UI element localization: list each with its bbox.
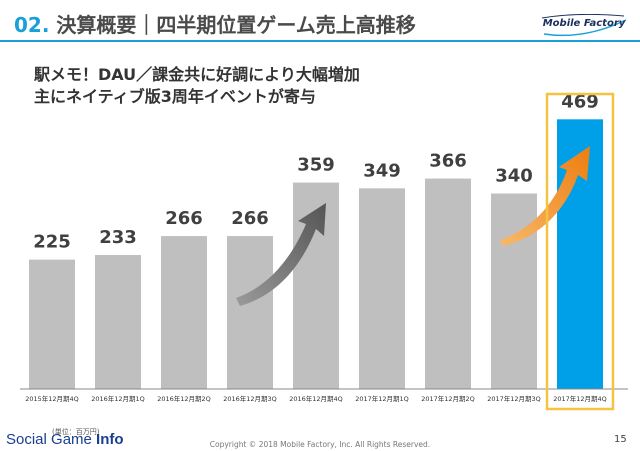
category-label-8: 2017年12月期3Q: [487, 394, 541, 403]
brand-regular: Social Game: [6, 431, 97, 448]
bar-group: [29, 119, 603, 389]
unit-note: (単位：百万円): [52, 428, 100, 436]
value-label-7: 366: [429, 151, 467, 172]
bar-3: [161, 236, 207, 389]
logo-text: Mobile Factory: [542, 18, 626, 29]
category-label-4: 2016年12月期3Q: [223, 394, 277, 403]
bar-7: [425, 178, 471, 389]
value-label-3: 266: [165, 208, 203, 229]
category-label-7: 2017年12月期2Q: [421, 394, 475, 403]
orange-growth-arrow-icon: [500, 146, 590, 246]
highlight-frame: [545, 92, 615, 411]
value-label-5: 359: [297, 155, 335, 176]
category-label-9: 2017年12月期4Q: [553, 394, 607, 403]
brand-bold: Info: [96, 431, 124, 448]
page-number: 15: [614, 434, 627, 445]
bar-6: [359, 188, 405, 389]
slide-title-text: 決算概要｜四半期位置ゲーム売上高推移: [56, 13, 416, 37]
value-label-6: 349: [363, 160, 401, 181]
value-label-2: 233: [99, 227, 137, 248]
logo-swoosh-icon: [541, 14, 627, 37]
section-number: 02.: [14, 13, 50, 37]
bar-4: [227, 236, 273, 389]
subtitle-line-1: 駅メモ！DAU／課金共に好調により大幅増加: [34, 65, 360, 84]
category-label-5: 2016年12月期4Q: [289, 394, 343, 403]
subtitle-line-2: 主にネイティブ版3周年イベントが寄与: [34, 87, 316, 106]
category-label-1: 2015年12月期4Q: [25, 394, 79, 403]
slide-title: 02. 決算概要｜四半期位置ゲーム売上高推移: [14, 9, 416, 38]
bar-2: [95, 255, 141, 389]
value-label-group: 225 233 266 266 359 349 366 340 469: [33, 91, 599, 252]
category-label-6: 2017年12月期1Q: [355, 394, 409, 403]
value-label-1: 225: [33, 232, 71, 253]
watermark-brand: Social Game Info: [6, 431, 124, 448]
category-label-2: 2016年12月期1Q: [91, 394, 145, 403]
slide-subtitle: 駅メモ！DAU／課金共に好調により大幅増加 主にネイティブ版3周年イベントが寄与: [34, 64, 360, 108]
category-label-3: 2016年12月期2Q: [157, 394, 211, 403]
value-label-4: 266: [231, 208, 269, 229]
company-logo: Mobile Factory: [538, 14, 630, 38]
gray-growth-arrow-icon: [236, 203, 326, 306]
value-label-8: 340: [495, 166, 533, 187]
slide-header: 02. 決算概要｜四半期位置ゲーム売上高推移 Mobile Factory: [0, 0, 640, 44]
value-label-9: 469: [561, 91, 599, 112]
copyright-text: Copyright © 2018 Mobile Factory, Inc. Al…: [209, 440, 431, 449]
bar-1: [29, 259, 75, 389]
header-divider: [0, 40, 640, 42]
category-label-group: 2015年12月期4Q 2016年12月期1Q 2016年12月期2Q 2016年12…: [25, 394, 607, 403]
bar-8: [491, 193, 537, 389]
